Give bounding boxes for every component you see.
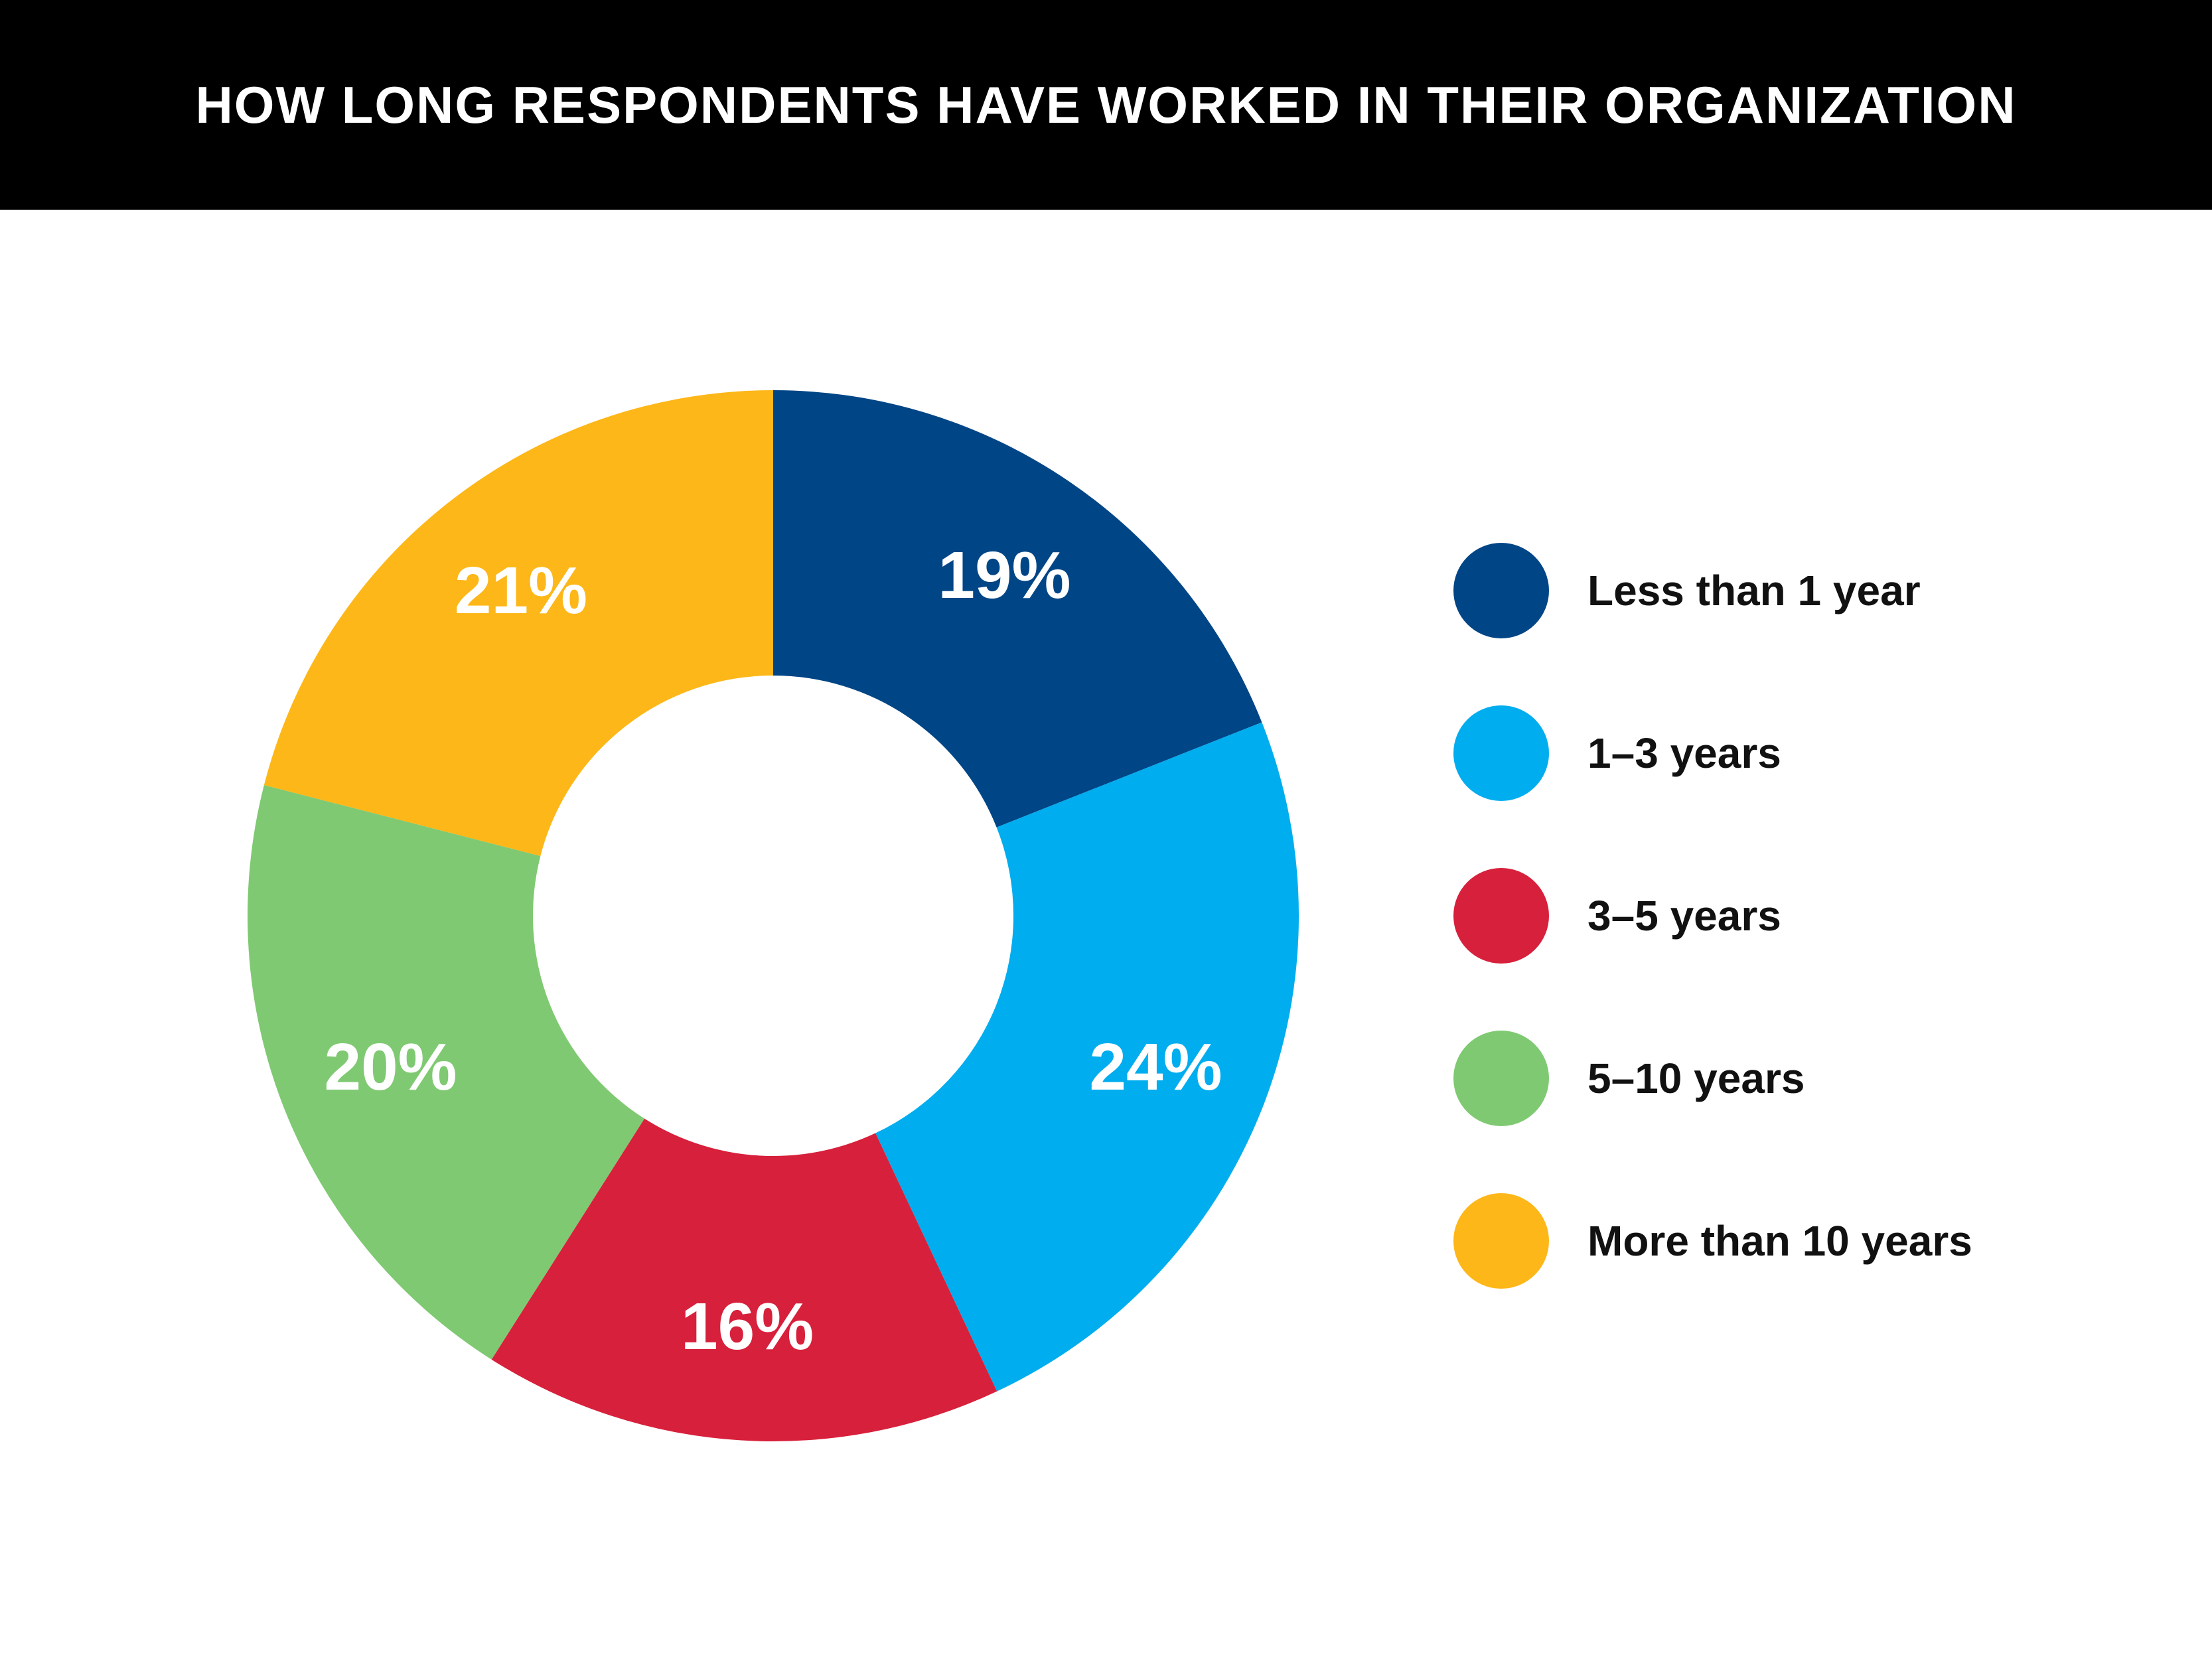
- legend-label: 1–3 years: [1587, 729, 1781, 777]
- chart-title: HOW LONG RESPONDENTS HAVE WORKED IN THEI…: [195, 75, 2017, 134]
- legend-swatch: [1453, 1031, 1549, 1126]
- donut-slice-labels: 19% 24% 16% 20% 21%: [324, 538, 1222, 1364]
- legend-item-5: More than 10 years: [1453, 1193, 1972, 1289]
- slice-value-label-5: 21%: [455, 553, 587, 628]
- legend-swatch: [1453, 868, 1549, 964]
- legend-swatch: [1453, 705, 1549, 801]
- slice-value-label-4: 20%: [324, 1030, 457, 1104]
- legend-label: 3–5 years: [1587, 892, 1781, 940]
- legend-label: Less than 1 year: [1587, 567, 1921, 614]
- legend-swatch: [1453, 1193, 1549, 1289]
- slice-value-label-1: 19%: [938, 538, 1070, 613]
- legend-item-1: Less than 1 year: [1453, 543, 1921, 638]
- title-bar: HOW LONG RESPONDENTS HAVE WORKED IN THEI…: [0, 0, 2212, 210]
- legend-swatch: [1453, 543, 1549, 638]
- donut-slices: [248, 390, 1299, 1441]
- donut-slice-1: [773, 390, 1262, 828]
- slice-value-label-3: 16%: [681, 1289, 814, 1364]
- donut-slice-5: [263, 390, 773, 856]
- donut-slice-4: [248, 785, 645, 1360]
- legend-label: 5–10 years: [1587, 1054, 1805, 1102]
- legend-item-3: 3–5 years: [1453, 868, 1781, 964]
- legend-item-2: 1–3 years: [1453, 705, 1781, 801]
- legend-item-4: 5–10 years: [1453, 1031, 1805, 1126]
- donut-slice-3: [491, 1118, 997, 1441]
- donut-slice-2: [875, 722, 1299, 1392]
- legend-label: More than 10 years: [1587, 1217, 1972, 1265]
- slice-value-label-2: 24%: [1089, 1030, 1222, 1104]
